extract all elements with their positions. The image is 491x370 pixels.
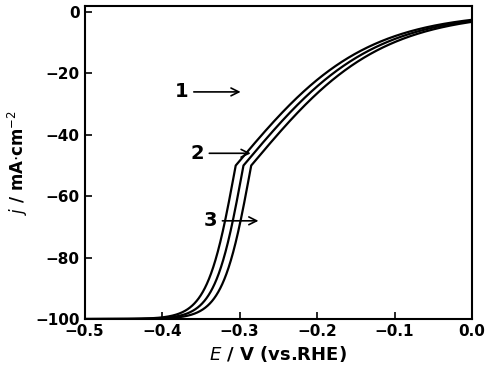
Text: 1: 1 — [175, 83, 239, 101]
Text: 2: 2 — [190, 144, 249, 163]
Y-axis label: $\mathit{j}$ / mA$\cdot$cm$^{-2}$: $\mathit{j}$ / mA$\cdot$cm$^{-2}$ — [5, 110, 29, 215]
Text: 3: 3 — [203, 211, 257, 230]
X-axis label: $\mathit{E}$ / V (vs.RHE): $\mathit{E}$ / V (vs.RHE) — [209, 344, 347, 364]
